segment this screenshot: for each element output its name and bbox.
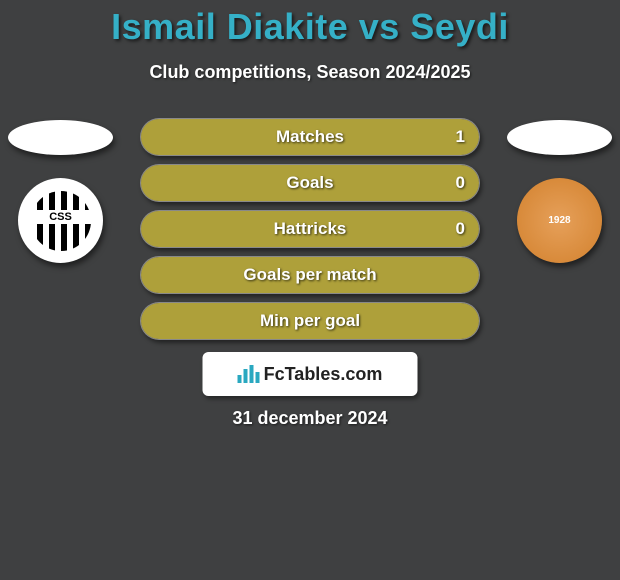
page-title: Ismail Diakite vs Seydi <box>0 0 620 48</box>
stat-row: Matches1 <box>140 118 480 156</box>
club-year: 1928 <box>548 215 570 226</box>
stat-value-right: 0 <box>456 165 465 201</box>
club-badge-right: 1928 <box>517 178 602 263</box>
date-text: 31 december 2024 <box>0 408 620 429</box>
club-logo-css <box>31 191 91 251</box>
attribution-badge[interactable]: FcTables.com <box>203 352 418 396</box>
flag-left <box>8 120 113 155</box>
attribution-text: FcTables.com <box>264 364 383 385</box>
stat-row: Goals per match <box>140 256 480 294</box>
stat-label: Goals per match <box>141 257 479 293</box>
stat-value-right: 1 <box>456 119 465 155</box>
club-logo-cab: 1928 <box>517 178 602 263</box>
stat-label: Min per goal <box>141 303 479 339</box>
stat-row: Min per goal <box>140 302 480 340</box>
stat-row: Goals0 <box>140 164 480 202</box>
stat-label: Matches <box>141 119 479 155</box>
bars-icon <box>238 365 260 383</box>
stat-label: Hattricks <box>141 211 479 247</box>
page-subtitle: Club competitions, Season 2024/2025 <box>0 62 620 83</box>
stats-chart: Matches1Goals0Hattricks0Goals per matchM… <box>140 118 480 348</box>
club-badge-left <box>18 178 103 263</box>
stat-label: Goals <box>141 165 479 201</box>
stat-value-right: 0 <box>456 211 465 247</box>
stat-row: Hattricks0 <box>140 210 480 248</box>
flag-right <box>507 120 612 155</box>
